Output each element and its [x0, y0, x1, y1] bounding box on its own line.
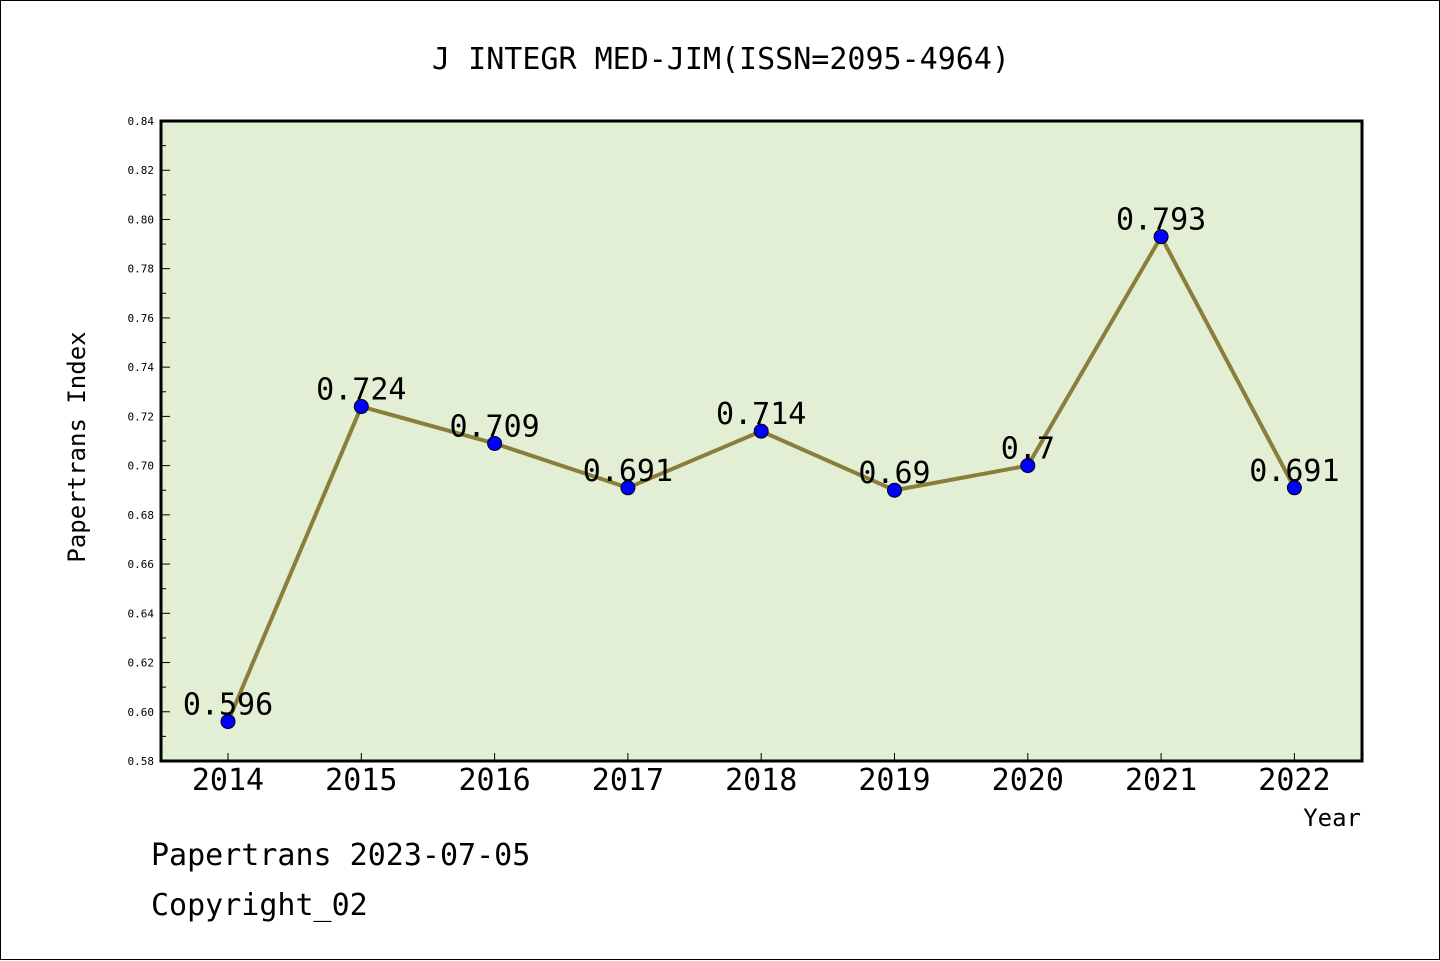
y-tick-label: 0.74 [128, 361, 155, 374]
data-point [1153, 229, 1169, 245]
data-label: 0.724 [316, 373, 406, 408]
y-tick-label: 0.80 [128, 213, 155, 226]
y-tick-label: 0.66 [128, 558, 155, 571]
x-tick-label: 2018 [725, 763, 797, 798]
x-tick-label: 2015 [325, 763, 397, 798]
y-tick-label: 0.76 [128, 312, 155, 325]
x-tick-label: 2022 [1258, 763, 1330, 798]
x-tick-label: 2017 [592, 763, 664, 798]
data-label: 0.714 [716, 397, 806, 432]
plot-area [159, 119, 1364, 763]
x-axis: 2014 2015 2016 2017 2018 2019 2020 2021 2022 [192, 753, 1331, 798]
data-point [620, 480, 636, 496]
y-tick-label: 0.78 [128, 263, 155, 276]
y-tick-label: 0.70 [128, 460, 155, 473]
data-label: 0.691 [583, 454, 673, 489]
data-point [753, 423, 769, 439]
data-point [1286, 480, 1302, 496]
y-tick-label: 0.62 [128, 657, 155, 670]
data-label: 0.69 [858, 456, 930, 491]
y-tick-label: 0.84 [128, 115, 155, 128]
chart-title: J INTEGR MED-JIM(ISSN=2095-4964) [432, 42, 1010, 77]
data-point [353, 399, 369, 415]
data-point [487, 435, 503, 451]
footer-copyright: Copyright_02 [151, 888, 368, 923]
x-tick-label: 2021 [1125, 763, 1197, 798]
y-tick-label: 0.68 [128, 509, 155, 522]
x-tick-label: 2014 [192, 763, 264, 798]
y-tick-label: 0.64 [128, 607, 155, 620]
footer-date: Papertrans 2023-07-05 [151, 838, 530, 873]
series-layer: 0.596 0.724 0.709 0.691 0.714 0.69 0.7 0.793 0.6… [183, 203, 1340, 730]
data-point [1020, 458, 1036, 474]
data-label: 0.596 [183, 688, 273, 723]
data-label: 0.7 [1001, 432, 1055, 467]
y-axis: 0.58 0.60 0.62 0.64 0.66 0.68 0.70 0.72 0.74 0.76… [128, 115, 170, 768]
y-tick-label: 0.72 [128, 410, 155, 423]
x-tick-label: 2019 [858, 763, 930, 798]
y-axis-label: Papertrans Index [63, 331, 91, 562]
x-tick-label: 2016 [458, 763, 530, 798]
x-axis-label: Year [1303, 804, 1361, 832]
y-tick-label: 0.82 [128, 164, 155, 177]
y-tick-label: 0.60 [128, 706, 155, 719]
data-point [220, 714, 236, 730]
data-point [887, 482, 902, 498]
data-label: 0.793 [1116, 203, 1206, 238]
data-label: 0.691 [1249, 454, 1339, 489]
data-label: 0.709 [449, 409, 539, 444]
y-tick-label: 0.58 [128, 755, 155, 768]
x-tick-label: 2020 [992, 763, 1064, 798]
